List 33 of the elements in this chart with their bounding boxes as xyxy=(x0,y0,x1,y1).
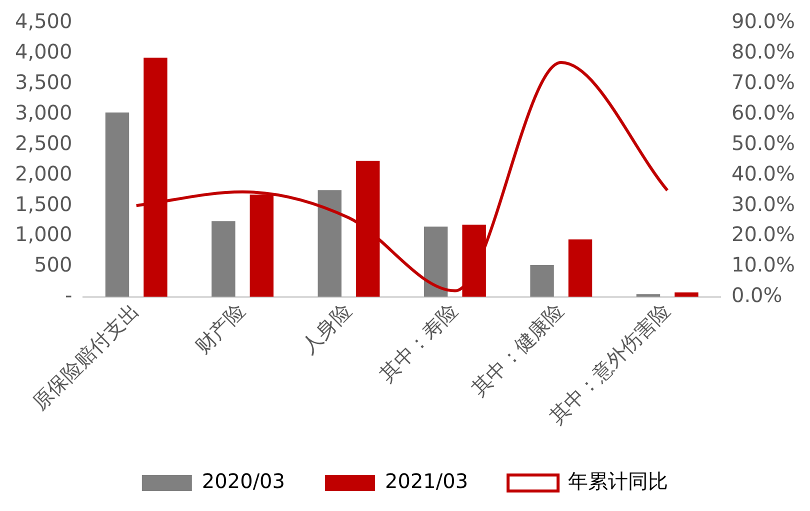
bar xyxy=(636,294,660,297)
y2-tick-label: 90.0% xyxy=(731,9,796,34)
y-tick-label: 2,000 xyxy=(14,161,72,186)
y2-tick-label: 30.0% xyxy=(731,192,796,216)
bar xyxy=(318,190,342,297)
bar xyxy=(105,112,130,297)
y2-tick-label: 0.0% xyxy=(731,283,782,308)
y-tick-label: 3,000 xyxy=(14,100,72,124)
x-tick-label: 其中：寿险 xyxy=(374,298,462,386)
legend-label: 年累计同比 xyxy=(568,469,668,494)
y-tick-label: 1,500 xyxy=(14,192,72,216)
y2-tick-label: 20.0% xyxy=(731,222,796,246)
y-tick-label: 2,500 xyxy=(14,130,72,155)
y2-tick-label: 70.0% xyxy=(731,70,796,94)
legend-label: 2020/03 xyxy=(202,469,286,494)
x-tick-label: 财产险 xyxy=(190,298,250,358)
y-tick-label: 3,500 xyxy=(14,70,72,94)
bar xyxy=(568,239,592,297)
line-series xyxy=(134,61,669,292)
y2-tick-label: 40.0% xyxy=(731,161,796,186)
y-tick-label: 500 xyxy=(34,252,72,277)
y2-tick-label: 60.0% xyxy=(731,100,796,124)
y-tick-label: 1,000 xyxy=(14,222,72,246)
y-tick-label: 4,000 xyxy=(14,40,72,64)
y2-tick-label: 10.0% xyxy=(731,252,796,277)
bar xyxy=(212,221,236,297)
y2-tick-label: 50.0% xyxy=(731,130,796,155)
x-tick-label: 人身险 xyxy=(296,298,356,358)
legend-label: 2021/03 xyxy=(385,469,468,494)
y2-tick-label: 80.0% xyxy=(731,40,796,64)
bar xyxy=(424,226,448,297)
bar xyxy=(530,264,554,297)
y-tick-label: 4,500 xyxy=(14,9,72,34)
